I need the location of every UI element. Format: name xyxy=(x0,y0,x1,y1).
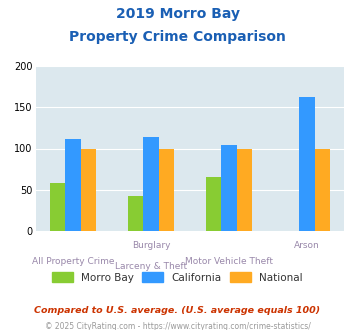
Bar xyxy=(50,183,65,231)
Text: Motor Vehicle Theft: Motor Vehicle Theft xyxy=(185,257,273,266)
Bar xyxy=(65,139,81,231)
Text: Larceny & Theft: Larceny & Theft xyxy=(115,262,187,271)
Bar xyxy=(127,195,143,231)
Bar xyxy=(221,145,237,231)
Text: Arson: Arson xyxy=(294,241,320,250)
Text: © 2025 CityRating.com - https://www.cityrating.com/crime-statistics/: © 2025 CityRating.com - https://www.city… xyxy=(45,322,310,330)
Text: Burglary: Burglary xyxy=(132,241,170,250)
Bar xyxy=(159,148,174,231)
Bar xyxy=(81,148,96,231)
Text: Compared to U.S. average. (U.S. average equals 100): Compared to U.S. average. (U.S. average … xyxy=(34,306,321,315)
Text: 2019 Morro Bay: 2019 Morro Bay xyxy=(115,7,240,20)
Bar xyxy=(237,148,252,231)
Text: All Property Crime: All Property Crime xyxy=(32,257,114,266)
Bar xyxy=(315,148,330,231)
Bar xyxy=(143,137,159,231)
Legend: Morro Bay, California, National: Morro Bay, California, National xyxy=(48,268,307,287)
Text: Property Crime Comparison: Property Crime Comparison xyxy=(69,30,286,44)
Bar xyxy=(299,96,315,231)
Bar xyxy=(206,178,221,231)
